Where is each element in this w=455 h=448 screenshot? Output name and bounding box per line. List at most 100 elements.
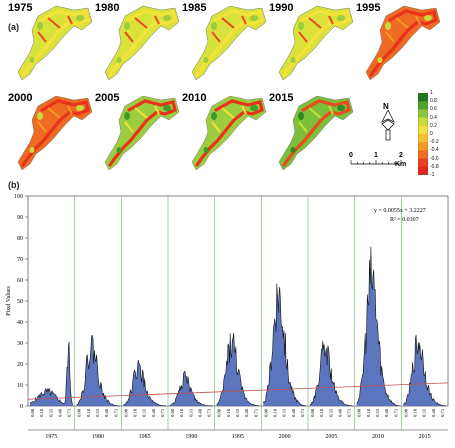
- bin-label: 0.00: [77, 408, 82, 417]
- bin-label: 0.73: [67, 408, 72, 417]
- legend-tick-label: 0.6: [430, 106, 437, 113]
- bin-label: 0.18: [39, 408, 44, 417]
- bin-label: 0.33: [235, 408, 240, 417]
- distribution-area-1990: [170, 371, 213, 406]
- year-label-2015: 2015: [419, 434, 431, 440]
- scale-bar-label: 0: [349, 152, 353, 159]
- bin-label: 0.00: [217, 408, 222, 417]
- chart-svg: 0 10 20 30 40 50 60 70 80 90 100 Pixel Values 0.00 0.…: [6, 194, 449, 440]
- y-tick-label: 0: [20, 404, 23, 410]
- y-tick-label: 10: [17, 383, 23, 389]
- bin-label: 0.00: [123, 408, 128, 417]
- bin-label: 0.48: [58, 408, 63, 417]
- distribution-line-1980: [76, 334, 120, 407]
- bin-label: 0.18: [133, 408, 138, 417]
- year-label-1985: 1985: [139, 434, 151, 440]
- legend-color-swatch: [418, 117, 428, 127]
- year-label-1975: 1975: [45, 434, 57, 440]
- y-axis-label: Pixel Values: [6, 285, 12, 315]
- bin-label: 0.18: [413, 408, 418, 417]
- bin-label: 0.18: [366, 408, 371, 417]
- y-tick-label: 50: [17, 299, 23, 305]
- bin-label: 0.00: [30, 408, 35, 417]
- bin-label: 0.48: [291, 408, 296, 417]
- map-shape: [278, 5, 354, 81]
- map-year-label: 1995: [356, 2, 381, 14]
- distribution-area-2010: [356, 246, 400, 406]
- bin-label: 0.48: [244, 408, 249, 417]
- bin-label: 0.73: [253, 408, 258, 417]
- distribution-area-2000: [263, 283, 306, 406]
- legend-color-swatch: [418, 166, 428, 175]
- scale-bar-unit: Km: [395, 161, 407, 168]
- bin-label: 0.00: [310, 408, 315, 417]
- map-1975: 1975: [8, 2, 96, 82]
- bin-label: 0.18: [226, 408, 231, 417]
- legend-color-swatch: [418, 101, 428, 110]
- map-2010: 2010: [182, 92, 270, 172]
- distribution-line-2000: [263, 283, 306, 407]
- bin-label: 0.73: [347, 408, 352, 417]
- distribution-area-1980: [76, 335, 120, 406]
- bin-label: 0.33: [282, 408, 287, 417]
- map-year-label: 2010: [182, 92, 207, 104]
- legend-tick-label: 0: [430, 131, 433, 137]
- y-tick-label: 40: [17, 320, 23, 326]
- map-shape: [17, 95, 93, 171]
- scale-bar: 0 1 2 Km: [349, 152, 407, 172]
- legend-tick-label: 1: [430, 90, 433, 96]
- map-year-label: 1980: [95, 2, 120, 14]
- color-legend: 1 0.8 0.6 0.4 0.2 0 -0.2 -0.4 -0.6 -0.8 -1: [418, 90, 450, 178]
- legend-color-swatch: [418, 93, 428, 102]
- panel-b-label: (b): [8, 180, 20, 190]
- map-2005: 2005: [95, 92, 183, 172]
- bin-label: 0.33: [422, 408, 427, 417]
- map-1995: 1995: [356, 2, 444, 82]
- y-tick-label: 90: [17, 215, 23, 221]
- y-tick-label: 100: [14, 194, 23, 200]
- bin-label: 0.33: [188, 408, 193, 417]
- legend-color-swatch: [418, 158, 428, 168]
- map-shape: [191, 5, 267, 81]
- map-2015: 2015: [269, 92, 357, 172]
- north-label: N: [383, 102, 389, 111]
- legend-color-swatch: [418, 109, 428, 118]
- bin-label: 0.33: [375, 408, 380, 417]
- year-label-1990: 1990: [185, 434, 197, 440]
- map-shape: [104, 95, 180, 171]
- legend-tick-label: -0.8: [430, 163, 439, 170]
- scale-bar-label: 1: [374, 152, 378, 159]
- y-tick-label: 70: [17, 257, 23, 263]
- y-tick-label: 60: [17, 278, 23, 284]
- map-1985: 1985: [182, 2, 270, 82]
- bin-label: 0.18: [86, 408, 91, 417]
- bin-label: 0.18: [179, 408, 184, 417]
- map-1980: 1980: [95, 2, 183, 82]
- bin-label: 0.48: [104, 408, 109, 417]
- trendline-r2: R² = 0.0307: [390, 217, 419, 223]
- bin-label: 0.33: [95, 408, 100, 417]
- bin-label: 0.18: [273, 408, 278, 417]
- bin-label: 0.48: [198, 408, 203, 417]
- distribution-line-2010: [356, 246, 400, 406]
- map-shape: [104, 5, 180, 81]
- map-2000: 2000: [8, 92, 96, 172]
- distribution-area-1975: [30, 341, 73, 406]
- bin-label: 0.48: [384, 408, 389, 417]
- scale-bar-label: 2: [399, 152, 403, 159]
- legend-color-swatch: [418, 150, 428, 159]
- bin-label: 0.73: [393, 408, 398, 417]
- distribution-area-1995: [216, 332, 260, 406]
- distribution-line-1995: [216, 332, 260, 407]
- map-shape: [278, 95, 354, 171]
- bin-label: 0.73: [113, 408, 118, 417]
- year-label-1980: 1980: [92, 434, 104, 440]
- year-label-2010: 2010: [372, 434, 384, 440]
- map-shape: [365, 5, 441, 81]
- distribution-line-1990: [169, 370, 213, 407]
- y-tick-label: 80: [17, 236, 23, 242]
- map-shape: [17, 5, 93, 81]
- legend-color-swatch: [418, 142, 428, 151]
- bin-label: 0.33: [48, 408, 53, 417]
- legend-tick-label: 0.4: [430, 114, 437, 121]
